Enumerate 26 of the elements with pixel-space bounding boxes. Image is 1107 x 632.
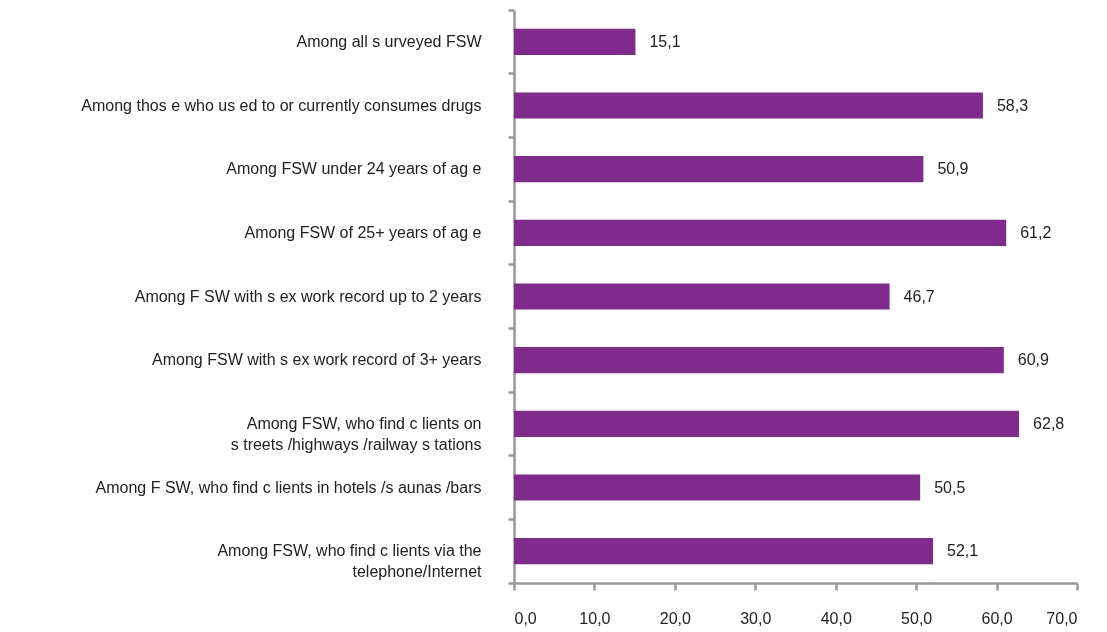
y-tick-label: Among F SW, who find c lients in hotels /s aunas /bars (95, 478, 482, 496)
data-label: 15,1 (649, 32, 681, 50)
x-tick-label: 60,0 (981, 609, 1013, 627)
data-label: 50,5 (934, 478, 966, 496)
x-tick-label: 30,0 (740, 609, 772, 627)
y-tick-label: Among FSW, who find c lients on s treets /highways /railway s tations (230, 414, 482, 453)
x-tick-label: 20,0 (659, 609, 692, 627)
y-tick-label: Among FSW under 24 years of ag e (226, 160, 482, 178)
data-label: 62,8 (1033, 414, 1065, 432)
data-label: 60,9 (1017, 351, 1050, 369)
x-tick-label: 40,0 (820, 609, 852, 627)
x-tick-label: 50,0 (901, 609, 933, 627)
x-tick-label: 0,0 (514, 609, 537, 627)
data-label: 61,2 (1020, 223, 1052, 241)
y-tick-label: Among thos e who us ed to or currently consumes drugs (81, 96, 482, 114)
y-tick-label: Among all s urveyed FSW (296, 32, 483, 50)
y-tick-label: Among FSW of 25+ years of ag e (244, 223, 482, 241)
y-tick-label: Among FSW with s ex work record of 3+ years (152, 351, 482, 369)
y-tick-label: Among F SW with s ex work record up to 2 years (134, 287, 482, 305)
data-label: 46,7 (903, 287, 935, 305)
data-label: 52,1 (947, 542, 979, 560)
y-tick-label: Among FSW, who find c lients via the telephone/Internet (217, 542, 483, 581)
data-label: 50,9 (937, 160, 969, 178)
data-label: 58,3 (996, 96, 1029, 114)
x-tick-label: 10,0 (579, 609, 611, 627)
x-tick-label: 70,0 (1046, 609, 1078, 627)
